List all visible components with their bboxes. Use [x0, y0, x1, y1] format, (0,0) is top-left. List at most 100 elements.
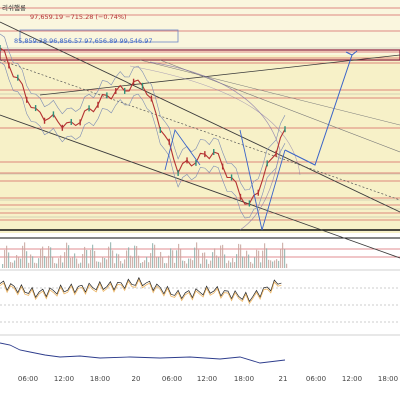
volume-bar	[6, 245, 8, 268]
volume-bar	[50, 247, 52, 268]
volume-bar	[280, 248, 282, 268]
volume-bar	[108, 246, 110, 268]
volume-bar	[18, 257, 20, 268]
projection-line[interactable]	[284, 54, 353, 166]
volume-bar	[120, 261, 122, 268]
rsi-panel[interactable]	[0, 272, 400, 334]
volume-bar	[216, 255, 218, 268]
volume-bar	[228, 260, 230, 268]
volume-bar	[138, 255, 140, 268]
channel-upper-line[interactable]	[0, 21, 400, 213]
volume-bar	[158, 257, 160, 268]
volume-bar	[214, 248, 216, 268]
volume-bar	[64, 252, 66, 268]
trend-channel[interactable]	[0, 21, 400, 259]
time-axis-label: 21	[279, 375, 288, 383]
volume-bar	[94, 250, 96, 268]
volume-bar	[252, 263, 254, 268]
volume-bar	[240, 244, 242, 268]
channel-mid-line[interactable]	[0, 59, 400, 201]
volume-bar	[184, 261, 186, 268]
volume-bar	[176, 250, 178, 268]
volume-bar	[2, 264, 4, 268]
rsi-line	[0, 276, 282, 303]
volume-bar	[244, 257, 246, 268]
volume-bar	[66, 242, 68, 268]
projection-path[interactable]	[164, 50, 358, 231]
volume-bar	[162, 256, 164, 268]
volume-bar	[236, 254, 238, 268]
volume-bar	[154, 244, 156, 268]
selection-box[interactable]	[19, 29, 179, 43]
volume-bar	[74, 253, 76, 268]
volume-bar	[192, 260, 194, 268]
volume-bar	[122, 263, 124, 268]
volume-bar	[238, 243, 240, 268]
fan-line[interactable]	[159, 59, 400, 153]
volume-bar	[182, 260, 184, 268]
volume-bar	[196, 242, 198, 268]
volume-bar	[168, 255, 170, 268]
volume-bar	[262, 250, 264, 268]
fib-arc	[129, 65, 301, 176]
volume-bar	[130, 255, 132, 268]
resistance-box[interactable]	[0, 49, 400, 61]
bollinger-bands	[0, 33, 286, 219]
volume-bar	[248, 254, 250, 268]
volume-bar	[200, 263, 202, 268]
volume-bar	[100, 262, 102, 268]
rising-trendline[interactable]	[39, 54, 400, 96]
volume-bar	[10, 262, 12, 268]
volume-bar	[92, 244, 94, 268]
pattern-line[interactable]	[164, 128, 201, 171]
time-axis-label: 06:00	[162, 375, 182, 383]
volume-bar	[276, 259, 278, 268]
volume-bar	[246, 250, 248, 268]
volume-bar	[126, 250, 128, 268]
volume-bar	[174, 262, 176, 268]
volume-bar	[38, 258, 40, 268]
volume-bar	[198, 249, 200, 268]
volume-bar	[172, 250, 174, 268]
fan-line[interactable]	[139, 59, 400, 126]
volume-bar	[264, 243, 266, 268]
indicator-line	[0, 342, 286, 364]
highlight-zone	[0, 55, 400, 233]
channel-lower-line[interactable]	[0, 114, 400, 259]
volume-bar	[272, 261, 274, 268]
volume-bar	[144, 260, 146, 268]
volume-bar	[124, 259, 126, 268]
volume-bar	[36, 263, 38, 268]
time-axis-label: 18:00	[378, 375, 398, 383]
projection-arrowhead[interactable]	[345, 50, 358, 56]
volume-bar	[44, 256, 46, 268]
price-panel[interactable]	[0, 0, 400, 268]
volume-bar	[186, 263, 188, 268]
volume-bar	[160, 251, 162, 268]
volume-bar	[16, 255, 18, 268]
volume-bar	[8, 252, 10, 268]
volume-bar	[178, 243, 180, 268]
volume-bar	[232, 258, 234, 268]
volume-bar	[90, 250, 92, 268]
volume-bar	[230, 262, 232, 268]
volume-bar	[40, 248, 42, 268]
indicator-panel[interactable]	[0, 342, 286, 364]
volume-bar	[242, 256, 244, 268]
volume-bar	[104, 257, 106, 268]
volume-bar	[142, 262, 144, 268]
volume-bar	[20, 258, 22, 268]
volume-bar	[116, 253, 118, 268]
volume-bar	[24, 242, 26, 268]
volume-bar	[166, 263, 168, 268]
time-axis-label: 06:00	[18, 375, 38, 383]
horizontal-levels[interactable]	[0, 7, 400, 258]
pattern-line[interactable]	[239, 129, 286, 231]
volume-bar	[254, 257, 256, 268]
volume-bar	[194, 247, 196, 268]
volume-bar	[266, 248, 268, 268]
volume-bar	[152, 243, 154, 268]
volume-bar	[58, 258, 60, 268]
